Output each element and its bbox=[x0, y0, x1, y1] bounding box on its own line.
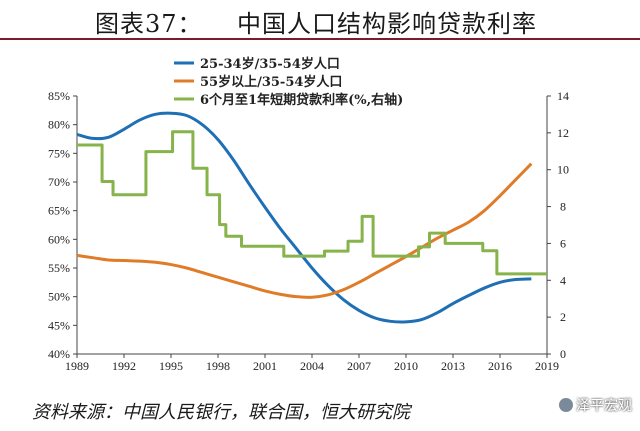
x-tick-label: 1998 bbox=[206, 359, 230, 373]
right-tick-label: 14 bbox=[557, 89, 569, 103]
left-tick-label: 45% bbox=[48, 318, 70, 332]
left-tick-label: 80% bbox=[48, 118, 70, 132]
legend-label-2: 55岁以上/35-54岁人口 bbox=[200, 74, 342, 90]
chart-area: 1989 1992 1995 1998 2001 2004 2007 2010 2013 2016… bbox=[48, 56, 569, 373]
left-tick-label: 50% bbox=[48, 290, 70, 304]
chart-axes bbox=[76, 96, 548, 355]
left-tick-label: 55% bbox=[48, 261, 70, 275]
series-line-1 bbox=[76, 111, 532, 324]
series-line-2 bbox=[76, 162, 533, 299]
right-tick-label: 6 bbox=[560, 236, 566, 250]
left-tick-label: 70% bbox=[48, 175, 70, 189]
right-axis-ticks: 0 2 4 6 8 10 12 14 bbox=[547, 89, 569, 361]
wechat-icon bbox=[559, 398, 573, 412]
right-tick-label: 8 bbox=[560, 200, 566, 214]
legend-label-3: 6个月至1年短期贷款利率(%,右轴) bbox=[200, 92, 403, 108]
left-tick-label: 40% bbox=[48, 347, 70, 361]
left-tick-label: 75% bbox=[48, 146, 70, 160]
right-tick-label: 10 bbox=[557, 163, 569, 177]
watermark-text: 泽平宏观 bbox=[576, 398, 632, 414]
x-tick-label: 2013 bbox=[441, 359, 465, 373]
left-axis-ticks: 40% 45% 50% 55% 60% 65% 70% 75% 80% 85% bbox=[48, 89, 77, 361]
plot-lines bbox=[76, 111, 547, 324]
x-tick-label: 1989 bbox=[65, 359, 89, 373]
chart-title: 图表37： 中国人口结构影响贷款利率 bbox=[95, 10, 538, 38]
x-tick-label: 2001 bbox=[253, 359, 277, 373]
legend-label-1: 25-34岁/35-54岁人口 bbox=[200, 56, 340, 72]
x-tick-label: 2007 bbox=[347, 359, 371, 373]
left-tick-label: 85% bbox=[48, 89, 70, 103]
right-tick-label: 4 bbox=[560, 273, 566, 287]
x-tick-label: 2019 bbox=[535, 359, 559, 373]
x-tick-label: 1992 bbox=[112, 359, 136, 373]
x-tick-label: 2010 bbox=[394, 359, 418, 373]
source-note: 资料来源：中国人民银行，联合国，恒大研究院 bbox=[32, 402, 410, 423]
title-bar: 图表37： 中国人口结构影响贷款利率 bbox=[0, 0, 640, 40]
x-tick-label: 1995 bbox=[159, 359, 183, 373]
right-tick-label: 2 bbox=[560, 310, 566, 324]
left-tick-label: 65% bbox=[48, 204, 70, 218]
x-tick-label: 2004 bbox=[300, 359, 324, 373]
title-divider bbox=[0, 38, 640, 40]
x-tick-label: 2016 bbox=[488, 359, 512, 373]
series-line-3 bbox=[77, 130, 547, 276]
left-tick-label: 60% bbox=[48, 232, 70, 246]
x-axis-ticks: 1989 1992 1995 1998 2001 2004 2007 2010 2013 2016… bbox=[65, 354, 559, 373]
watermark: 泽平宏观 bbox=[559, 395, 632, 415]
right-tick-label: 0 bbox=[560, 347, 566, 361]
right-tick-label: 12 bbox=[557, 126, 569, 140]
legend: 25-34岁/35-54岁人口 55岁以上/35-54岁人口 6个月至1年短期贷款利… bbox=[174, 56, 403, 108]
